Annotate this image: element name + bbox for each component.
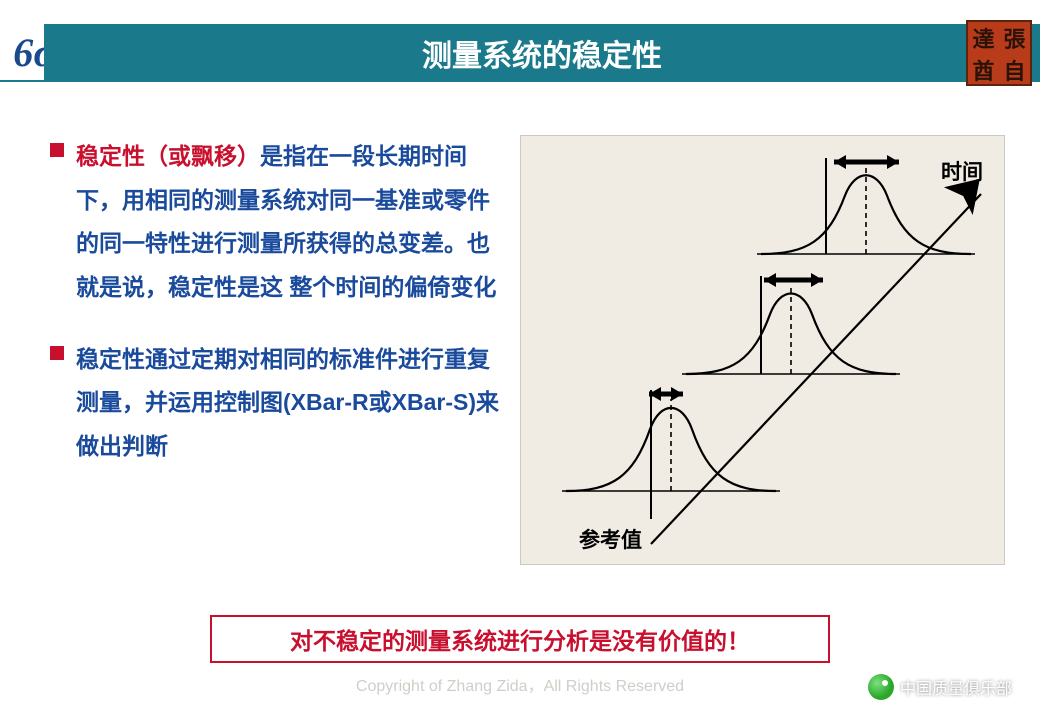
seal-char: 自 [999, 54, 1030, 86]
seal-char: 達 [968, 22, 999, 54]
wechat-icon [868, 674, 894, 700]
bullet-list: 稳定性（或飘移）是指在一段长期时间下，用相同的测量系统对同一基准或零件的同一特性… [50, 135, 500, 497]
callout-text: 对不稳定的测量系统进行分析是没有价值的！ [290, 622, 750, 656]
label-time: 时间 [941, 156, 983, 186]
label-reference: 参考值 [579, 524, 642, 554]
bullet-marker-icon [50, 143, 64, 157]
watermark-text: 中国质量俱乐部 [900, 675, 1012, 699]
seal-char: 酋 [968, 54, 999, 86]
diagram-svg [521, 136, 1006, 566]
seal-char: 張 [999, 22, 1030, 54]
callout-box: 对不稳定的测量系统进行分析是没有价值的！ [210, 615, 830, 663]
bullet-item: 稳定性通过定期对相同的标准件进行重复测量，并运用控制图(XBar-R或XBar-… [50, 338, 500, 469]
bullet-text: 稳定性（或飘移）是指在一段长期时间下，用相同的测量系统对同一基准或零件的同一特性… [76, 135, 500, 310]
slide-title: 测量系统的稳定性 [422, 31, 662, 75]
seal-logo: 達 張 酋 自 [966, 20, 1032, 86]
bullet-body: 稳定性通过定期对相同的标准件进行重复测量，并运用控制图(XBar-R或XBar-… [76, 346, 499, 459]
bullet-text: 稳定性通过定期对相同的标准件进行重复测量，并运用控制图(XBar-R或XBar-… [76, 338, 500, 469]
slide-header: 测量系统的稳定性 [44, 24, 1040, 82]
stability-diagram: 时间 参考值 [520, 135, 1005, 565]
bullet-item: 稳定性（或飘移）是指在一段长期时间下，用相同的测量系统对同一基准或零件的同一特性… [50, 135, 500, 310]
bullet-marker-icon [50, 346, 64, 360]
bullet-highlight: 稳定性（或飘移） [76, 143, 260, 169]
watermark: 中国质量俱乐部 [868, 674, 1012, 700]
